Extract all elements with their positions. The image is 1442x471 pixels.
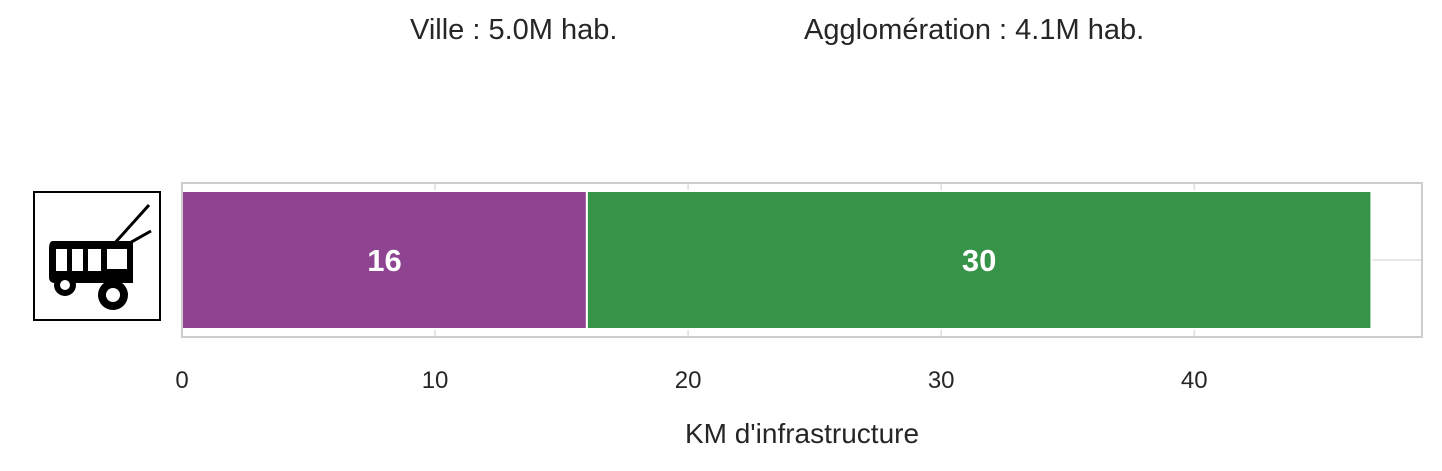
bar-value-label: 30 (962, 243, 996, 278)
bar-segment (181, 190, 588, 330)
trolleybus-icon (33, 191, 161, 321)
x-axis-label: KM d'infrastructure (685, 418, 919, 449)
x-tick-label: 30 (928, 367, 955, 394)
agglomeration-population-label: Agglomération : 4.1M hab. (804, 14, 1145, 46)
bar-value-label: 16 (367, 243, 401, 278)
bar-segment (585, 190, 1373, 330)
city-population-label: Ville : 5.0M hab. (410, 14, 618, 46)
plot-frame (181, 182, 1423, 338)
x-tick-label: 20 (675, 367, 702, 394)
x-tick-label: 0 (175, 367, 188, 394)
x-tick-label: 10 (422, 367, 449, 394)
x-tick-label: 40 (1181, 367, 1208, 394)
